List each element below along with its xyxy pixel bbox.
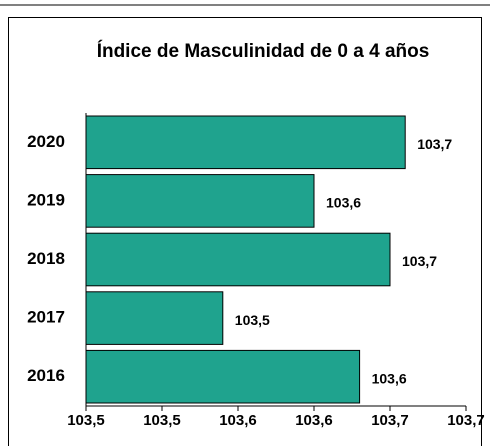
- x-tick-label: 103,5: [67, 412, 105, 429]
- value-label: 103,5: [235, 312, 270, 328]
- y-tick-label: 2018: [27, 249, 65, 268]
- x-tick-label: 103,5: [143, 412, 181, 429]
- x-tick-label: 103,7: [447, 412, 485, 429]
- value-label: 103,7: [417, 136, 452, 152]
- x-tick-label: 103,6: [219, 412, 257, 429]
- bar: [85, 232, 391, 287]
- bar: [85, 349, 361, 404]
- y-tick-label: 2019: [27, 190, 65, 209]
- value-label: 103,6: [326, 195, 361, 211]
- x-tick-label: 103,7: [371, 412, 409, 429]
- value-label: 103,7: [402, 253, 437, 269]
- bar: [85, 174, 315, 228]
- x-tick-label: 103,6: [295, 412, 333, 429]
- y-tick-label: 2017: [27, 308, 65, 327]
- bar: [85, 115, 406, 170]
- chart-title: Índice de Masculinidad de 0 a 4 años: [97, 40, 430, 62]
- bar: [85, 291, 224, 345]
- value-label: 103,6: [372, 370, 407, 386]
- y-tick-label: 2016: [27, 366, 65, 385]
- y-tick-label: 2020: [27, 132, 65, 151]
